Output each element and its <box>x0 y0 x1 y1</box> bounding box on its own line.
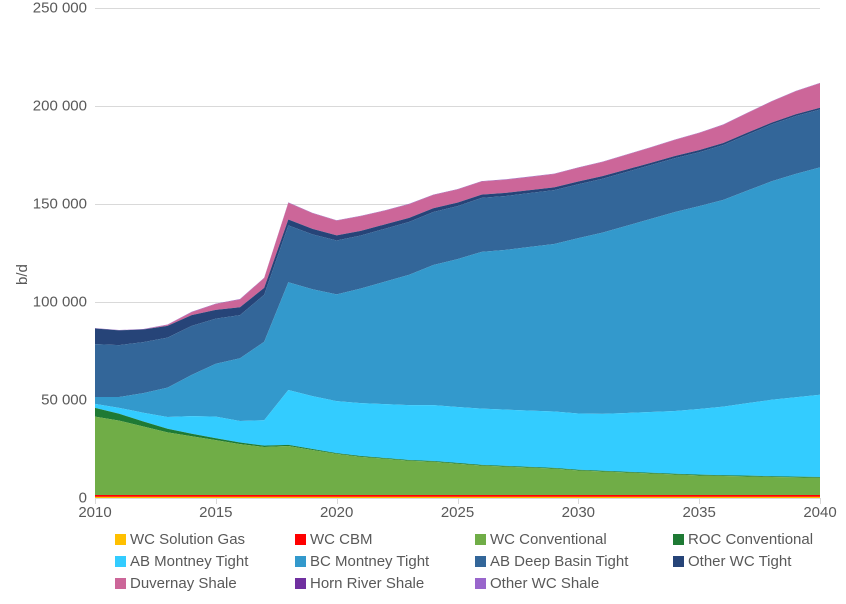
y-tick-label: 250 000 <box>7 0 87 17</box>
legend-swatch <box>475 534 486 545</box>
x-tick-label: 2035 <box>682 504 715 521</box>
legend-swatch <box>673 534 684 545</box>
legend-item-wc_solution_gas: WC Solution Gas <box>115 531 287 548</box>
legend-swatch <box>115 578 126 589</box>
y-tick-label: 100 000 <box>7 294 87 311</box>
legend-label: AB Deep Basin Tight <box>490 553 628 570</box>
legend-label: WC CBM <box>310 531 373 548</box>
legend-label: Other WC Tight <box>688 553 791 570</box>
legend-item-ab_montney_tight: AB Montney Tight <box>115 553 287 570</box>
legend-label: BC Montney Tight <box>310 553 429 570</box>
legend-item-roc_conventional: ROC Conventional <box>673 531 845 548</box>
x-tick-label: 2015 <box>199 504 232 521</box>
plot-svg <box>95 8 820 498</box>
legend-item-horn_river_shale: Horn River Shale <box>295 575 467 592</box>
legend-label: Duvernay Shale <box>130 575 237 592</box>
legend-swatch <box>115 534 126 545</box>
legend-swatch <box>673 556 684 567</box>
y-tick-label: 50 000 <box>7 392 87 409</box>
legend-label: WC Solution Gas <box>130 531 245 548</box>
legend-swatch <box>475 578 486 589</box>
y-axis-title: b/d <box>14 264 31 285</box>
legend: WC Solution Gas WC CBM WC Conventional ROC … <box>115 528 846 594</box>
y-tick-label: 200 000 <box>7 98 87 115</box>
legend-label: Horn River Shale <box>310 575 424 592</box>
area-wc_solution_gas <box>95 497 820 498</box>
x-tick-label: 2010 <box>78 504 111 521</box>
legend-row: Duvernay Shale Horn River Shale Other WC S… <box>115 572 846 594</box>
legend-label: WC Conventional <box>490 531 607 548</box>
area-wc_cbm <box>95 495 820 497</box>
legend-item-other_wc_tight: Other WC Tight <box>673 553 845 570</box>
legend-swatch <box>475 556 486 567</box>
stacked-area-chart: b/d 0 50 000 100 000 150 000 200 000 250 000 20… <box>0 0 846 604</box>
legend-label: ROC Conventional <box>688 531 813 548</box>
legend-item-duvernay_shale: Duvernay Shale <box>115 575 287 592</box>
legend-label: Other WC Shale <box>490 575 599 592</box>
y-tick-label: 0 <box>7 490 87 507</box>
x-tick-label: 2040 <box>803 504 836 521</box>
legend-swatch <box>295 556 306 567</box>
legend-item-wc_conventional: WC Conventional <box>475 531 665 548</box>
x-tick-label: 2030 <box>562 504 595 521</box>
x-tick-label: 2020 <box>320 504 353 521</box>
legend-item-other_wc_shale: Other WC Shale <box>475 575 665 592</box>
legend-item-ab_deep_basin_tight: AB Deep Basin Tight <box>475 553 665 570</box>
legend-swatch <box>295 578 306 589</box>
legend-label: AB Montney Tight <box>130 553 248 570</box>
legend-row: WC Solution Gas WC CBM WC Conventional ROC … <box>115 528 846 550</box>
y-tick-label: 150 000 <box>7 196 87 213</box>
legend-swatch <box>295 534 306 545</box>
legend-item-bc_montney_tight: BC Montney Tight <box>295 553 467 570</box>
x-tick-label: 2025 <box>441 504 474 521</box>
legend-row: AB Montney Tight BC Montney Tight AB Deep … <box>115 550 846 572</box>
legend-item-wc_cbm: WC CBM <box>295 531 467 548</box>
legend-swatch <box>115 556 126 567</box>
